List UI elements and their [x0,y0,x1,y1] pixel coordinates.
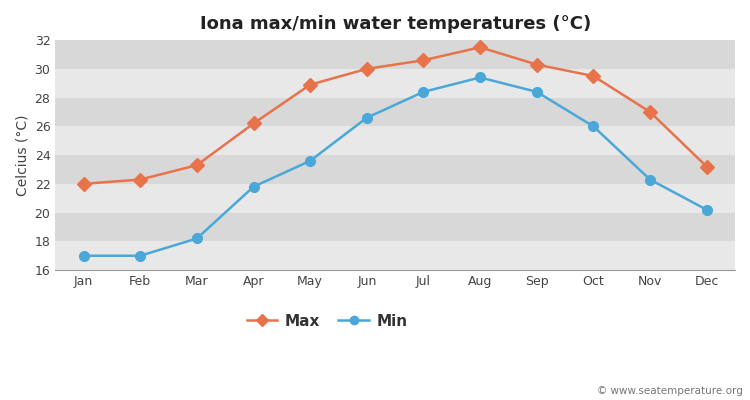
Max [476,45,484,50]
Bar [56,40,735,69]
Min [79,253,88,258]
Min [702,207,711,212]
Bar [56,184,735,213]
Bar [56,98,735,126]
Min [362,115,371,120]
Max [306,82,315,87]
Min [419,90,428,94]
Line: Min: Min [79,73,712,260]
Max [646,110,655,114]
Max [193,163,202,168]
Min [306,158,315,163]
Max [532,62,542,67]
Min [646,177,655,182]
Min [136,253,145,258]
Line: Max: Max [79,42,712,189]
Max [249,121,258,126]
Max [419,58,428,63]
Text: © www.seatemperature.org: © www.seatemperature.org [597,386,742,396]
Bar [56,126,735,155]
Max [136,177,145,182]
Y-axis label: Celcius (°C): Celcius (°C) [15,114,29,196]
Legend: Max, Min: Max, Min [241,308,414,335]
Bar [56,155,735,184]
Title: Iona max/min water temperatures (°C): Iona max/min water temperatures (°C) [200,15,591,33]
Min [532,90,542,94]
Min [249,184,258,189]
Min [476,75,484,80]
Bar [56,213,735,241]
Max [702,164,711,169]
Max [589,74,598,78]
Min [193,236,202,241]
Bar [56,69,735,98]
Max [362,66,371,71]
Min [589,124,598,129]
Max [79,182,88,186]
Bar [56,241,735,270]
